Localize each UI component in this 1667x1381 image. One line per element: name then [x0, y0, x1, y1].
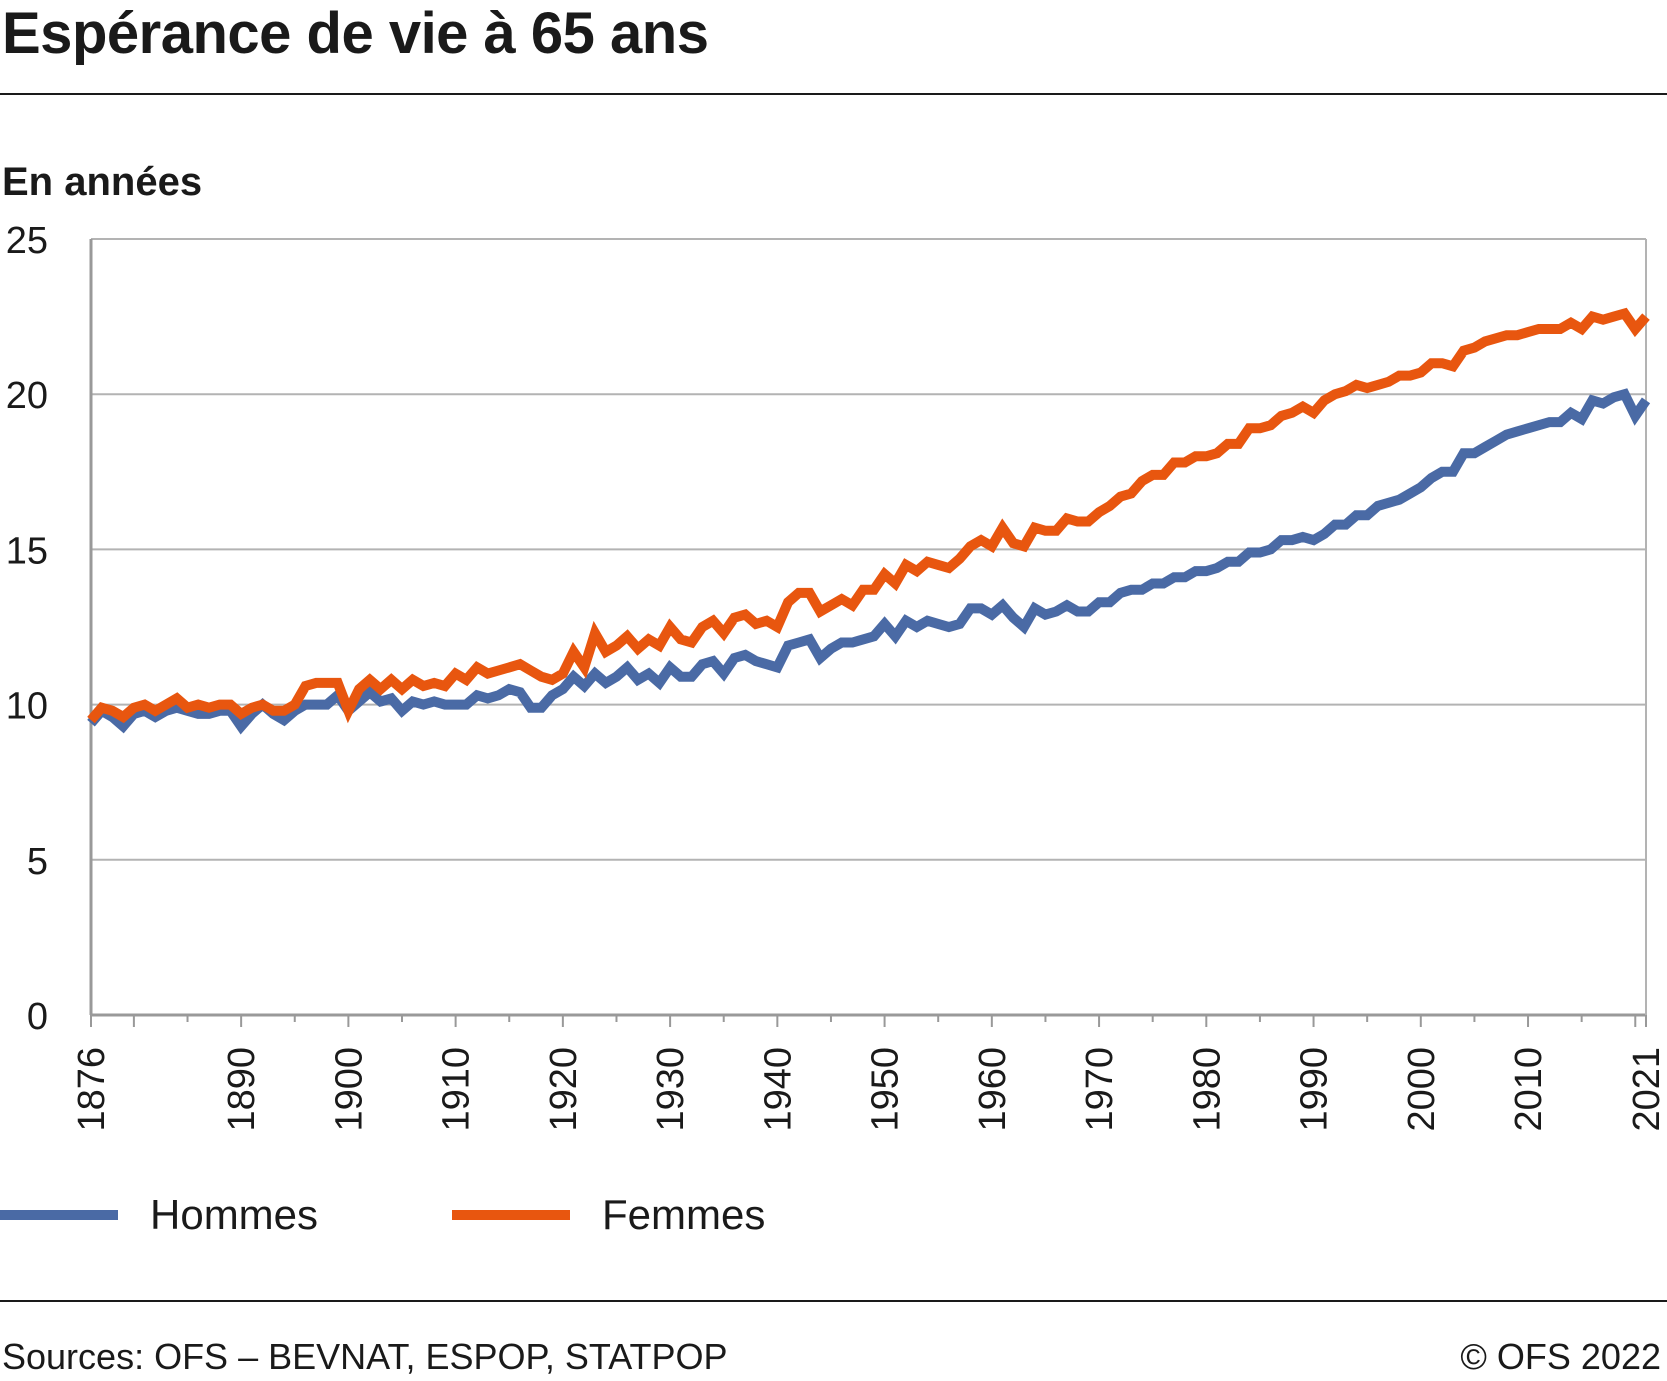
y-axis-unit-label: En années	[2, 160, 203, 204]
x-tick-label-1960: 1960	[972, 1047, 1014, 1132]
legend-swatch-femmes	[452, 1210, 570, 1220]
series-lines	[87, 307, 1651, 735]
legend-swatch-hommes	[0, 1210, 118, 1220]
x-tick-label-1990: 1990	[1294, 1047, 1336, 1132]
x-tick-label-2010: 2010	[1508, 1047, 1550, 1132]
legend-label-hommes: Hommes	[150, 1191, 319, 1238]
x-tick-label-1890: 1890	[221, 1047, 263, 1132]
x-tick-label-1876: 1876	[71, 1047, 113, 1132]
copyright-note: © OFS 2022	[1460, 1336, 1661, 1377]
x-tick-label-2021: 2021	[1626, 1047, 1667, 1132]
y-tick-labels: 0 5 10 15 20 25	[6, 220, 48, 1038]
bottom-rule	[0, 1300, 1667, 1302]
sources-note: Sources: OFS – BEVNAT, ESPOP, STATPOP	[2, 1336, 728, 1377]
y-tick-label-10: 10	[6, 686, 48, 728]
legend-item-hommes: Hommes	[0, 1190, 318, 1240]
y-tick-label-25: 25	[6, 220, 48, 262]
x-tick-label-1900: 1900	[328, 1047, 370, 1132]
x-tick-label-1930: 1930	[650, 1047, 692, 1132]
chart-title: Espérance de vie à 65 ans	[2, 1, 709, 66]
x-tick-label-1910: 1910	[436, 1047, 478, 1132]
legend: Hommes Femmes	[0, 1190, 1000, 1250]
series-line-femmes	[87, 307, 1650, 724]
x-tick-label-1980: 1980	[1186, 1047, 1228, 1132]
axes	[89, 239, 1647, 1027]
x-tick-label-1920: 1920	[543, 1047, 585, 1132]
legend-item-femmes: Femmes	[452, 1190, 765, 1240]
x-tick-labels: 1876 1890 1900 1910 1920 1930 1940 1950 1960 1970…	[71, 1047, 1667, 1132]
y-tick-label-15: 15	[6, 530, 48, 572]
x-tick-label-1970: 1970	[1079, 1047, 1121, 1132]
series-line-hommes	[87, 388, 1651, 735]
y-tick-label-0: 0	[27, 996, 48, 1038]
y-tick-label-5: 5	[27, 841, 48, 883]
top-rule	[0, 93, 1667, 95]
x-tick-label-2000: 2000	[1401, 1047, 1443, 1132]
x-tick-label-1950: 1950	[865, 1047, 907, 1132]
y-tick-label-20: 20	[6, 375, 48, 417]
x-tick-label-1940: 1940	[757, 1047, 799, 1132]
grid-lines	[91, 238, 1646, 861]
legend-label-femmes: Femmes	[602, 1191, 766, 1238]
